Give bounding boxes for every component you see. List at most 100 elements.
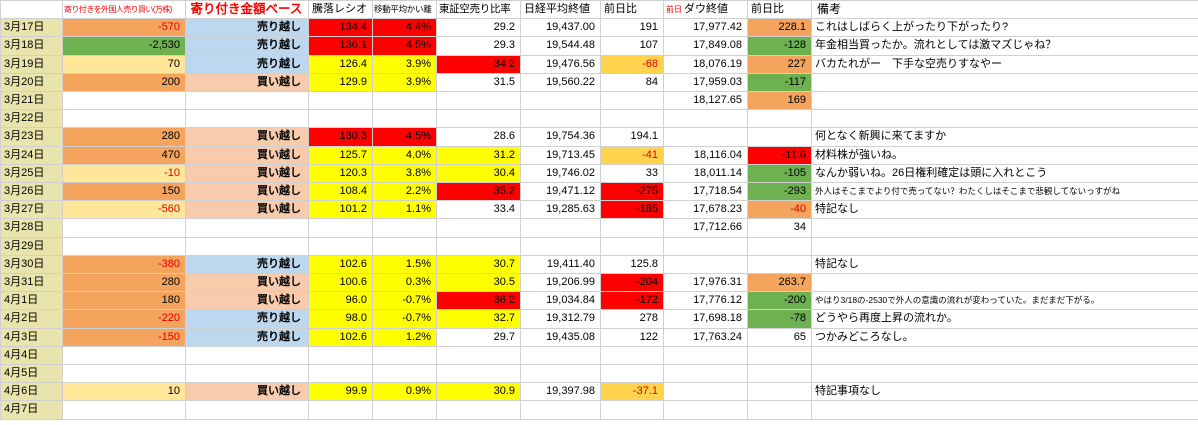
- cell-foreign-open-trading[interactable]: 280: [62, 127, 186, 147]
- cell-remarks[interactable]: [811, 91, 1198, 111]
- cell-nikkei-close[interactable]: 19,754.36: [520, 127, 601, 147]
- cell-ma-divergence[interactable]: 1.1%: [372, 200, 437, 220]
- cell-nikkei-change[interactable]: 191: [600, 18, 664, 38]
- cell-updown-ratio[interactable]: 96.0: [308, 291, 373, 311]
- cell-open-amount-basis[interactable]: [185, 236, 309, 256]
- cell-open-amount-basis[interactable]: [185, 109, 309, 129]
- cell-ma-divergence[interactable]: 0.9%: [372, 382, 437, 402]
- cell-dow-close[interactable]: [663, 109, 748, 129]
- cell-nikkei-change[interactable]: -275: [600, 182, 664, 202]
- cell-dow-close[interactable]: [663, 345, 748, 366]
- cell-updown-ratio[interactable]: 130.3: [308, 127, 373, 147]
- cell-short-sell-ratio[interactable]: [436, 109, 521, 129]
- cell-remarks[interactable]: [811, 218, 1198, 238]
- cell-foreign-open-trading[interactable]: [62, 236, 186, 256]
- cell-updown-ratio[interactable]: 102.6: [308, 254, 373, 275]
- cell-ma-divergence[interactable]: [372, 91, 437, 111]
- cell-nikkei-change[interactable]: 194.1: [600, 127, 664, 147]
- cell-dow-change[interactable]: [747, 364, 812, 384]
- cell-nikkei-close[interactable]: 19,285.63: [520, 200, 601, 220]
- cell-short-sell-ratio[interactable]: 31.2: [436, 145, 521, 165]
- cell-open-amount-basis[interactable]: [185, 218, 309, 238]
- cell-open-amount-basis[interactable]: 買い越し: [185, 127, 309, 147]
- header-nikkei-close[interactable]: 日経平均終値: [520, 0, 601, 20]
- cell-dow-change[interactable]: [747, 127, 812, 147]
- cell-remarks[interactable]: [811, 109, 1198, 129]
- cell-nikkei-close[interactable]: 19,471.12: [520, 182, 601, 202]
- cell-foreign-open-trading[interactable]: [62, 91, 186, 111]
- cell-remarks[interactable]: [811, 364, 1198, 384]
- cell-short-sell-ratio[interactable]: 29.3: [436, 36, 521, 56]
- cell-short-sell-ratio[interactable]: 33.4: [436, 200, 521, 220]
- cell-ma-divergence[interactable]: 4.5%: [372, 36, 437, 56]
- cell-open-amount-basis[interactable]: 買い越し: [185, 182, 309, 202]
- cell-dow-close[interactable]: [663, 382, 748, 402]
- cell-nikkei-close[interactable]: [520, 218, 601, 238]
- cell-date[interactable]: 3月25日: [0, 163, 63, 184]
- cell-nikkei-change[interactable]: -37.1: [600, 382, 664, 402]
- cell-ma-divergence[interactable]: [372, 236, 437, 256]
- cell-updown-ratio[interactable]: [308, 91, 373, 111]
- cell-open-amount-basis[interactable]: 売り越し: [185, 309, 309, 329]
- cell-date[interactable]: 3月23日: [0, 127, 63, 147]
- cell-remarks[interactable]: つかみどころなし。: [811, 327, 1198, 347]
- cell-open-amount-basis[interactable]: [185, 345, 309, 366]
- cell-open-amount-basis[interactable]: 売り越し: [185, 18, 309, 38]
- cell-foreign-open-trading[interactable]: -150: [62, 327, 186, 347]
- cell-dow-change[interactable]: [747, 382, 812, 402]
- cell-nikkei-close[interactable]: [520, 91, 601, 111]
- cell-nikkei-close[interactable]: 19,312.79: [520, 309, 601, 329]
- cell-foreign-open-trading[interactable]: [62, 218, 186, 238]
- cell-remarks[interactable]: これはしばらく上がったり下がったり?: [811, 18, 1198, 38]
- cell-dow-close[interactable]: 18,076.19: [663, 54, 748, 74]
- cell-date[interactable]: 3月21日: [0, 91, 63, 111]
- cell-remarks[interactable]: [811, 236, 1198, 256]
- cell-nikkei-close[interactable]: [520, 364, 601, 384]
- cell-date[interactable]: 3月29日: [0, 236, 63, 256]
- cell-nikkei-close[interactable]: [520, 236, 601, 256]
- cell-date[interactable]: 3月30日: [0, 254, 63, 275]
- cell-dow-change[interactable]: [747, 109, 812, 129]
- cell-dow-change[interactable]: -117: [747, 72, 812, 93]
- cell-nikkei-close[interactable]: 19,206.99: [520, 273, 601, 293]
- header-updown-ratio[interactable]: 騰落レシオ: [308, 0, 373, 20]
- cell-updown-ratio[interactable]: [308, 236, 373, 256]
- cell-short-sell-ratio[interactable]: 30.7: [436, 254, 521, 275]
- cell-nikkei-change[interactable]: -185: [600, 200, 664, 220]
- cell-date[interactable]: 3月27日: [0, 200, 63, 220]
- cell-updown-ratio[interactable]: [308, 109, 373, 129]
- cell-short-sell-ratio[interactable]: 30.5: [436, 273, 521, 293]
- cell-open-amount-basis[interactable]: 買い越し: [185, 145, 309, 165]
- cell-foreign-open-trading[interactable]: -380: [62, 254, 186, 275]
- cell-dow-change[interactable]: -11.6: [747, 145, 812, 165]
- cell-updown-ratio[interactable]: 136.1: [308, 36, 373, 56]
- cell-dow-change[interactable]: -128: [747, 36, 812, 56]
- cell-short-sell-ratio[interactable]: [436, 345, 521, 366]
- cell-nikkei-change[interactable]: 278: [600, 309, 664, 329]
- cell-foreign-open-trading[interactable]: [62, 364, 186, 384]
- cell-foreign-open-trading[interactable]: -560: [62, 200, 186, 220]
- cell-ma-divergence[interactable]: 4.5%: [372, 127, 437, 147]
- cell-open-amount-basis[interactable]: 売り越し: [185, 327, 309, 347]
- cell-remarks[interactable]: バカたれがー 下手な空売りすなやー: [811, 54, 1198, 74]
- cell-nikkei-change[interactable]: -172: [600, 291, 664, 311]
- cell-date[interactable]: 3月24日: [0, 145, 63, 165]
- cell-dow-change[interactable]: -293: [747, 182, 812, 202]
- cell-date[interactable]: 4月5日: [0, 364, 63, 384]
- cell-dow-change[interactable]: -200: [747, 291, 812, 311]
- header-ma-divergence[interactable]: 移動平均かい離: [372, 0, 437, 20]
- cell-foreign-open-trading[interactable]: [62, 345, 186, 366]
- cell-short-sell-ratio[interactable]: 29.7: [436, 327, 521, 347]
- cell-nikkei-change[interactable]: 122: [600, 327, 664, 347]
- cell-ma-divergence[interactable]: [372, 400, 437, 420]
- cell-dow-close[interactable]: 17,849.08: [663, 36, 748, 56]
- cell-updown-ratio[interactable]: 102.6: [308, 327, 373, 347]
- header-foreign-open-trading[interactable]: 寄り付きを外国人売り買い(万株): [62, 0, 186, 20]
- cell-date[interactable]: 3月17日: [0, 18, 63, 38]
- cell-nikkei-change[interactable]: -68: [600, 54, 664, 74]
- cell-updown-ratio[interactable]: 99.9: [308, 382, 373, 402]
- cell-remarks[interactable]: 特記なし: [811, 254, 1198, 275]
- cell-updown-ratio[interactable]: [308, 218, 373, 238]
- cell-remarks[interactable]: 何となく新興に来てますか: [811, 127, 1198, 147]
- cell-date[interactable]: 3月20日: [0, 72, 63, 93]
